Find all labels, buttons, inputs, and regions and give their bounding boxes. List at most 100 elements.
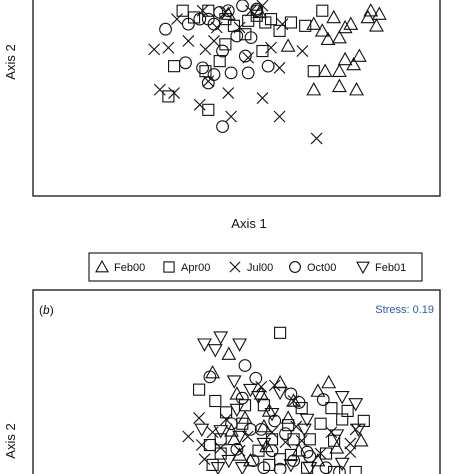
point-feb00-3	[320, 31, 336, 46]
point-oct00-17	[181, 17, 195, 31]
point-feb01-10	[334, 390, 350, 405]
legend-marker-feb00	[95, 259, 109, 273]
point-apr00-10	[238, 399, 252, 412]
point-apr00-11	[220, 406, 233, 419]
point-oct00-16	[261, 59, 275, 73]
point-jul00-9	[199, 43, 212, 56]
point-feb00-9	[237, 410, 253, 424]
point-jul00-19	[193, 98, 206, 111]
point-feb00-1	[205, 364, 221, 379]
point-jul00-13	[290, 420, 303, 433]
point-oct00-12	[207, 68, 221, 81]
point-jul00-4	[256, 0, 269, 12]
point-apr00-21	[284, 16, 298, 29]
point-apr00-0	[274, 326, 287, 339]
point-jul00-11	[296, 45, 309, 57]
point-feb00-11	[256, 418, 272, 433]
point-oct00-19	[216, 120, 229, 134]
point-feb01-15	[232, 430, 248, 445]
point-oct00-20	[250, 2, 264, 16]
point-oct00-6	[292, 396, 306, 409]
point-oct00-7	[244, 31, 258, 44]
point-jul00-17	[182, 430, 195, 443]
point-apr00-7	[314, 417, 327, 430]
point-oct00-20	[319, 461, 333, 474]
panel-a-frame	[32, 0, 441, 197]
point-feb01-13	[299, 413, 315, 428]
point-apr00-23	[206, 458, 219, 471]
point-jul00-6	[276, 18, 289, 31]
legend-label-feb00: Feb00	[114, 262, 145, 274]
point-jul00-19	[295, 434, 308, 447]
point-feb00-17	[371, 6, 387, 20]
point-feb01-14	[229, 403, 245, 418]
stress-value: Stress: 0.19	[375, 304, 434, 316]
point-oct00-15	[246, 454, 260, 468]
point-feb01-7	[242, 383, 258, 398]
point-feb00-8	[317, 63, 333, 77]
point-apr00-13	[282, 419, 295, 432]
panel-a: Axis 2 Axis 1	[3, 0, 441, 231]
point-feb01-19	[350, 423, 366, 438]
point-feb00-21	[280, 38, 296, 52]
point-apr00-14	[214, 433, 227, 446]
point-oct00-8	[216, 44, 229, 58]
point-feb00-9	[306, 82, 322, 96]
panel-a-x-axis-title: Axis 1	[231, 216, 266, 231]
point-oct00-18	[193, 12, 207, 26]
point-apr00-3	[257, 399, 270, 412]
legend-marker-oct00	[289, 261, 301, 273]
point-apr00-5	[325, 402, 338, 415]
point-jul00-2	[206, 426, 219, 439]
point-feb01-22	[283, 459, 299, 473]
point-apr00-2	[209, 394, 222, 408]
panel-b-frame	[32, 289, 441, 474]
point-feb00-10	[331, 78, 347, 93]
point-oct00-14	[300, 445, 314, 459]
point-apr00-18	[256, 44, 269, 58]
point-oct00-9	[238, 49, 252, 63]
point-feb00-7	[286, 393, 302, 407]
point-oct00-10	[241, 66, 255, 80]
point-oct00-1	[213, 5, 227, 19]
point-oct00-6	[230, 29, 244, 43]
point-oct00-4	[284, 387, 298, 401]
point-feb00-6	[331, 63, 347, 77]
point-jul00-20	[344, 446, 357, 459]
point-apr00-17	[287, 433, 300, 446]
point-feb00-20	[306, 16, 322, 30]
point-apr00-9	[219, 38, 232, 51]
point-oct00-2	[249, 371, 263, 385]
point-jul00-22	[225, 110, 238, 123]
point-oct00-5	[207, 17, 221, 31]
point-apr00-15	[203, 438, 216, 452]
panel-a-y-axis-title: Axis 2	[3, 44, 18, 79]
point-feb00-7	[337, 51, 353, 66]
point-jul00-24	[162, 41, 175, 54]
legend-label-oct00: Oct00	[307, 262, 336, 274]
point-oct00-11	[279, 427, 292, 441]
point-apr00-11	[199, 65, 212, 78]
point-oct00-3	[236, 0, 249, 13]
point-apr00-7	[273, 24, 286, 37]
point-apr00-1	[193, 383, 206, 396]
panel-b-points	[182, 326, 370, 474]
point-jul00-9	[314, 447, 327, 460]
point-jul00-23	[310, 132, 323, 145]
point-oct00-1	[203, 370, 217, 384]
point-feb01-24	[210, 461, 226, 474]
point-jul00-11	[241, 430, 254, 443]
point-feb01-25	[334, 457, 350, 472]
point-jul00-4	[268, 379, 281, 392]
point-jul00-1	[220, 413, 233, 426]
point-feb01-16	[256, 437, 272, 452]
legend-label-apr00: Apr00	[181, 262, 210, 274]
point-jul00-8	[182, 35, 195, 47]
point-feb00-4	[331, 29, 347, 44]
point-jul00-0	[171, 13, 183, 26]
point-feb00-0	[221, 346, 237, 360]
point-feb00-12	[346, 56, 362, 71]
point-feb00-19	[326, 9, 342, 24]
point-feb00-16	[329, 440, 345, 454]
